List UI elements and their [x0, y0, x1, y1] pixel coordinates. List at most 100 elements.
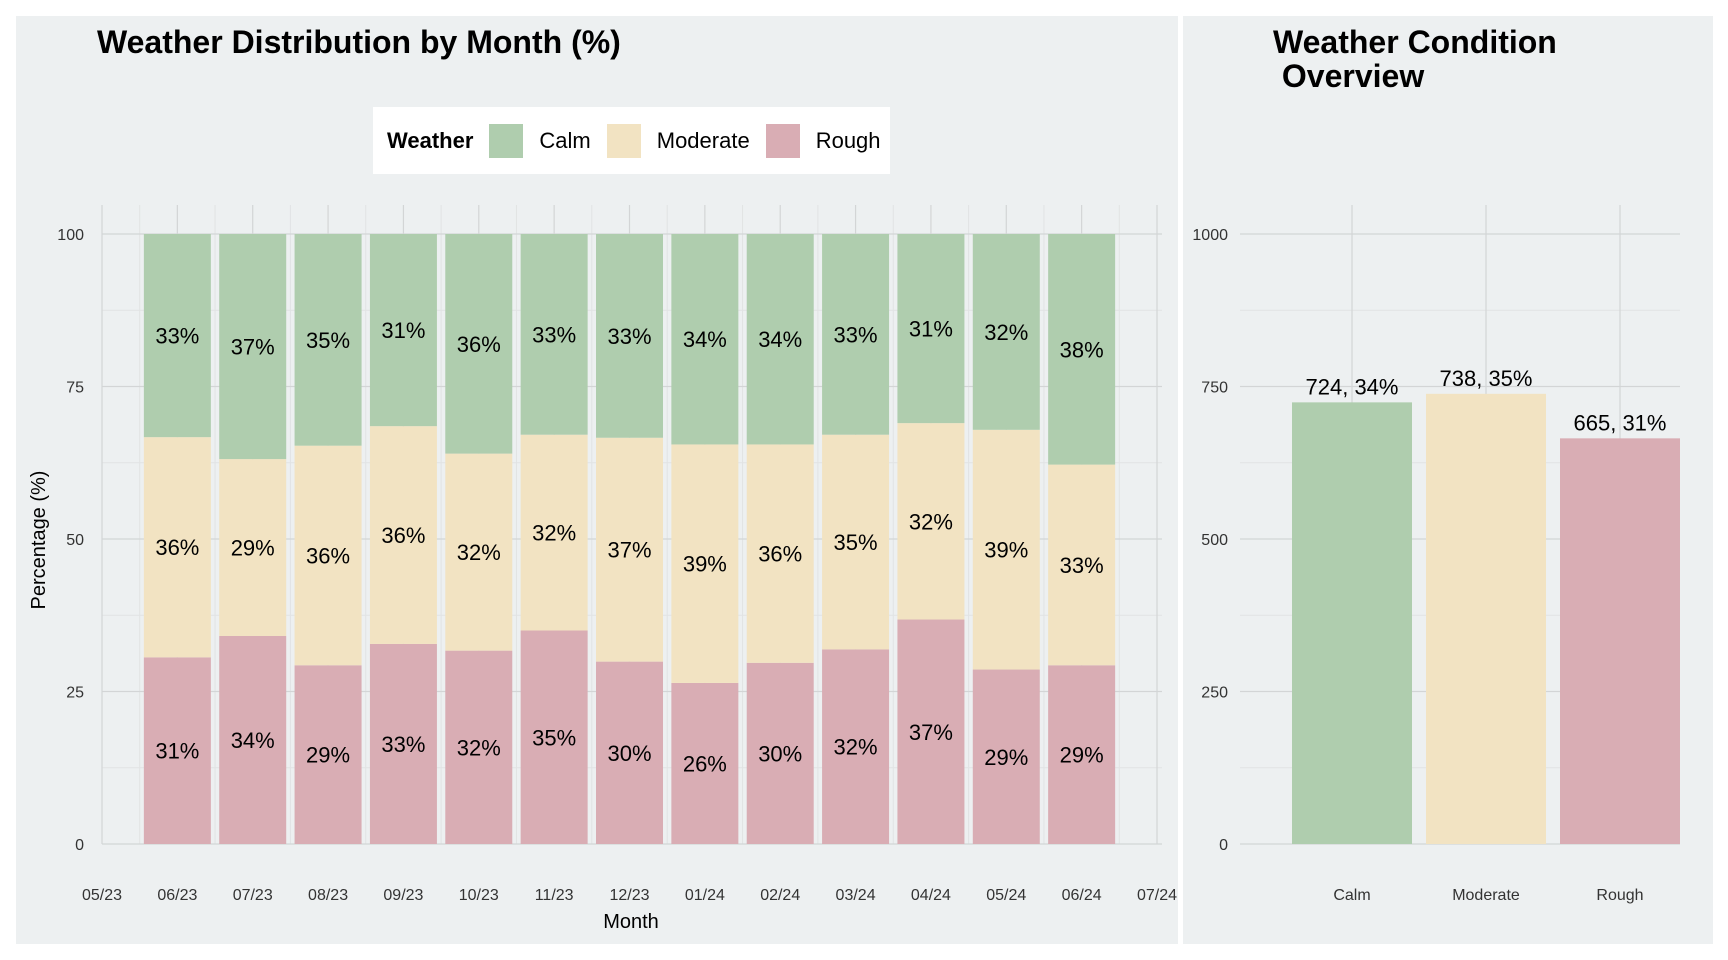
bar-label: 32%: [457, 540, 501, 565]
left-y-tick-label: 75: [66, 380, 84, 397]
bar-calm-02-24: [746, 234, 814, 445]
bar-label: 36%: [381, 523, 425, 548]
left-bar-labels: 31% 36% 33% 34% 29% 37% 29% 36% 35% 33% 36% 31% 32% 3…: [155, 317, 1103, 777]
bar-label: 34%: [758, 327, 802, 352]
bar-label: 33%: [532, 322, 576, 347]
bar-calm-11-23: [520, 234, 588, 435]
left-axes: 0 25 50 75 100 05/23 06/23 07/23 08/23 09/23 10/23…: [28, 227, 1177, 933]
left-x-tick-label: 06/24: [1062, 887, 1102, 904]
bar-label: 32%: [909, 509, 953, 534]
bar-calm-03-24: [822, 234, 890, 435]
left-x-tick-label: 05/24: [986, 887, 1026, 904]
bar-label: 30%: [607, 741, 651, 766]
left-x-tick-label: 05/23: [82, 887, 122, 904]
bar-moderate-05-24: [972, 429, 1040, 670]
bar-label: 36%: [306, 543, 350, 568]
legend-label-calm: Calm: [539, 127, 591, 153]
left-x-tick-label: 01/24: [685, 887, 725, 904]
bar-label: 33%: [155, 324, 199, 349]
bar-rough-11-23: [520, 630, 588, 844]
left-x-tick-label: 10/23: [459, 887, 499, 904]
bar-calm-12-23: [596, 234, 663, 438]
right-chart-title: Weather Condition Overview: [1273, 24, 1557, 94]
legend: Weather Calm Moderate Rough: [373, 107, 890, 174]
legend-item-calm: Calm: [489, 123, 594, 158]
bar-moderate-03-24: [822, 434, 890, 650]
bar-label: 32%: [532, 521, 576, 546]
bar-total-label: 738, 35%: [1440, 366, 1533, 391]
bar-label: 33%: [834, 322, 878, 347]
left-stacked-bars: [143, 234, 1116, 844]
right-y-tick-label: 250: [1201, 685, 1228, 702]
right-axes: 0 250 500 750 1000 Calm Moderate Rough: [1192, 227, 1643, 904]
bar-label: 37%: [607, 538, 651, 563]
bar-label: 34%: [683, 327, 727, 352]
bar-label: 29%: [231, 536, 275, 561]
bar-label: 31%: [381, 318, 425, 343]
bar-moderate-08-23: [294, 445, 362, 666]
bar-rough-10-23: [445, 650, 513, 844]
bar-calm-01-24: [671, 234, 739, 445]
right-x-tick-label: Rough: [1596, 887, 1643, 904]
left-y-tick-label: 100: [57, 227, 84, 244]
bar-label: 33%: [381, 732, 425, 757]
bar-rough-01-24: [671, 682, 739, 844]
legend-label-rough: Rough: [815, 127, 881, 153]
bar-label: 35%: [306, 328, 350, 353]
bar-calm-07-23: [219, 234, 287, 460]
bar-rough-04-24: [897, 619, 965, 844]
bar-label: 39%: [683, 552, 727, 577]
bar-rough-09-23: [369, 643, 437, 844]
bar-label: 37%: [909, 720, 953, 745]
right-y-tick-label: 500: [1201, 532, 1228, 549]
right-y-tick-label: 750: [1201, 380, 1228, 397]
bar-label: 29%: [306, 743, 350, 768]
bar-moderate-07-23: [219, 459, 287, 636]
left-x-tick-label: 03/24: [836, 887, 876, 904]
bar-label: 31%: [155, 739, 199, 764]
left-y-axis-title: Percentage (%): [28, 471, 50, 610]
legend-item-rough: Rough: [765, 123, 885, 158]
bar-label: 30%: [758, 741, 802, 766]
legend-label-moderate: Moderate: [656, 127, 750, 153]
bar-calm-05-24: [972, 234, 1040, 430]
bar-rough-07-23: [219, 635, 287, 844]
bar-moderate-06-24: [1048, 464, 1116, 666]
bar-total-calm: [1292, 402, 1412, 844]
bar-label: 35%: [532, 725, 576, 750]
right-x-tick-label: Calm: [1333, 887, 1370, 904]
bar-rough-12-23: [596, 661, 663, 844]
bar-rough-03-24: [822, 649, 890, 844]
bar-total-moderate: [1426, 393, 1546, 844]
bar-label: 37%: [231, 335, 275, 360]
bar-label: 31%: [909, 317, 953, 342]
bar-moderate-11-23: [520, 434, 588, 631]
bar-moderate-04-24: [897, 423, 965, 620]
bar-label: 29%: [984, 745, 1028, 770]
bar-rough-06-24: [1048, 665, 1116, 844]
left-x-tick-label: 04/24: [911, 887, 951, 904]
bar-calm-10-23: [445, 234, 513, 454]
bar-calm-04-24: [897, 234, 965, 424]
left-x-tick-label: 11/23: [535, 887, 574, 904]
bar-label: 26%: [683, 751, 727, 776]
bar-label: 38%: [1060, 337, 1104, 362]
bar-moderate-06-23: [143, 437, 211, 658]
bar-label: 39%: [984, 538, 1028, 563]
left-x-tick-label: 02/24: [760, 887, 800, 904]
left-x-tick-label: 07/23: [233, 887, 273, 904]
bar-total-label: 724, 34%: [1306, 374, 1399, 399]
bar-total-label: 665, 31%: [1574, 410, 1667, 435]
left-chart-title: Weather Distribution by Month (%): [97, 24, 621, 60]
bar-label: 33%: [607, 324, 651, 349]
bar-moderate-12-23: [596, 437, 663, 662]
bar-rough-02-24: [746, 662, 814, 844]
legend-key-calm: [489, 123, 524, 158]
bar-label: 36%: [758, 542, 802, 567]
bar-calm-06-23: [143, 234, 211, 438]
bar-moderate-10-23: [445, 453, 513, 651]
bar-label: 35%: [834, 530, 878, 555]
left-x-tick-label: 07/24: [1137, 887, 1177, 904]
legend-key-rough: [765, 123, 800, 158]
